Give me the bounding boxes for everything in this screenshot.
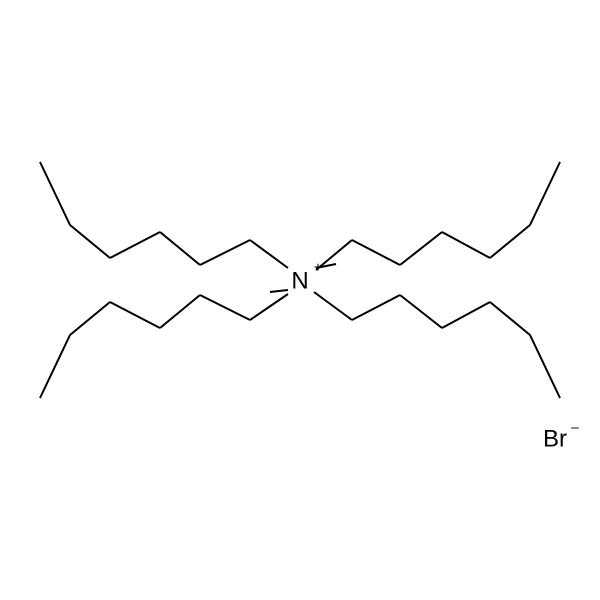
bond bbox=[250, 240, 288, 268]
bond bbox=[490, 225, 530, 258]
bond bbox=[250, 294, 288, 320]
bond bbox=[200, 295, 250, 320]
bond bbox=[442, 232, 490, 258]
bond bbox=[400, 295, 442, 328]
bond bbox=[40, 335, 70, 398]
bond bbox=[442, 302, 490, 328]
bond bbox=[314, 292, 352, 320]
chemical-structure-diagram: N + Br– bbox=[0, 0, 600, 600]
bond bbox=[490, 302, 530, 335]
bond bbox=[160, 295, 200, 328]
bond bbox=[160, 232, 200, 265]
bond bbox=[270, 290, 288, 292]
bond bbox=[110, 232, 160, 258]
bond bbox=[352, 295, 400, 320]
bond bbox=[530, 335, 560, 398]
bond bbox=[70, 302, 110, 335]
atom-label: Br bbox=[543, 425, 567, 452]
bond bbox=[110, 302, 160, 328]
atom-label: – bbox=[571, 419, 579, 435]
bond bbox=[40, 162, 70, 225]
bond bbox=[70, 225, 110, 258]
atom-label: + bbox=[314, 259, 322, 275]
atom-label: N bbox=[291, 267, 308, 294]
bond bbox=[530, 162, 560, 225]
bond bbox=[400, 232, 442, 265]
bond bbox=[200, 240, 250, 265]
bond bbox=[352, 240, 400, 265]
